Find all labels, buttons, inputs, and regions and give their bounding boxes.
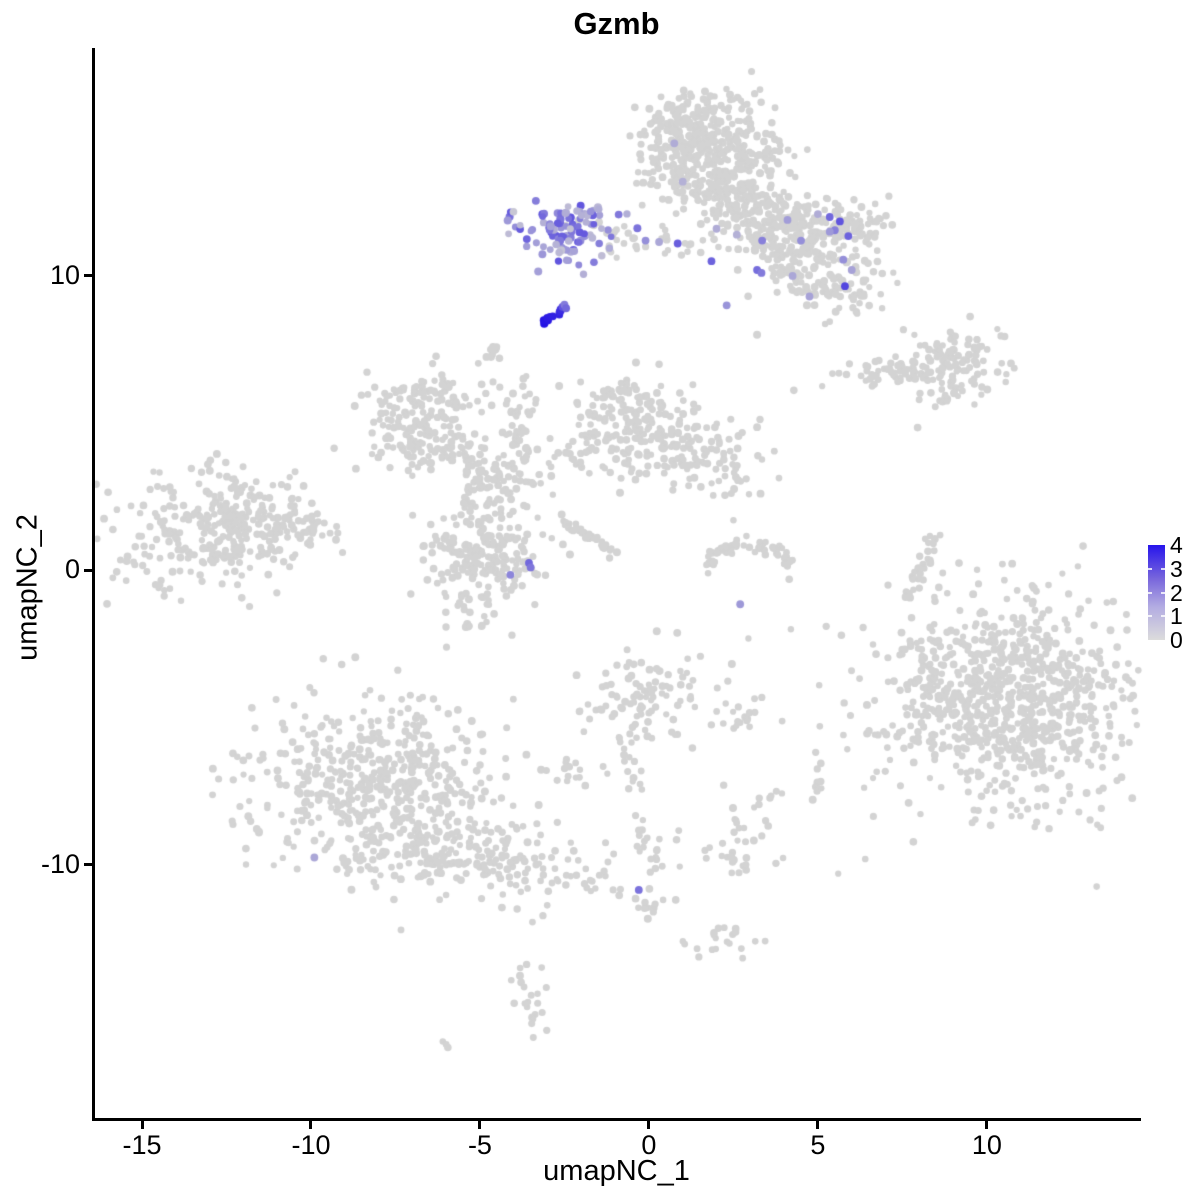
y-tick-label: 0: [64, 554, 80, 585]
legend-tick-label: 1: [1170, 603, 1183, 630]
y-axis-title: umapNC_2: [11, 514, 44, 661]
x-tick-label: -5: [467, 1130, 492, 1160]
legend-tick-label: 2: [1170, 579, 1183, 606]
y-axis-line: [92, 48, 95, 1121]
legend-notch: [1161, 615, 1165, 618]
x-tick-mark: [309, 1121, 313, 1129]
legend-notch: [1148, 567, 1152, 570]
legend-tick-label: 3: [1170, 555, 1183, 582]
x-tick-label: 0: [641, 1130, 657, 1160]
x-tick-label: -10: [291, 1130, 331, 1160]
x-axis-line: [92, 1118, 1141, 1121]
x-tick-label: 5: [810, 1130, 826, 1160]
y-tick-mark: [84, 568, 92, 572]
y-tick-label: 10: [49, 259, 80, 290]
legend-tick-label: 0: [1170, 627, 1183, 653]
x-tick-mark: [985, 1121, 989, 1129]
x-tick-label: 10: [971, 1130, 1002, 1160]
legend-notch: [1148, 591, 1152, 594]
legend-notch: [1148, 615, 1152, 618]
legend-notch: [1161, 591, 1165, 594]
legend-notch: [1161, 567, 1165, 570]
legend-tick-label: 4: [1170, 532, 1183, 558]
legend-colorbar: [1148, 545, 1165, 640]
y-tick-mark: [84, 863, 92, 867]
x-tick-mark: [816, 1121, 820, 1129]
x-axis-title: umapNC_1: [543, 1155, 690, 1187]
x-tick-mark: [140, 1121, 144, 1129]
y-tick-label: -10: [40, 848, 80, 879]
x-tick-mark: [478, 1121, 482, 1129]
x-tick-label: -15: [122, 1130, 162, 1160]
x-tick-mark: [647, 1121, 651, 1129]
y-tick-mark: [84, 274, 92, 278]
plot-title: Gzmb: [573, 6, 660, 41]
